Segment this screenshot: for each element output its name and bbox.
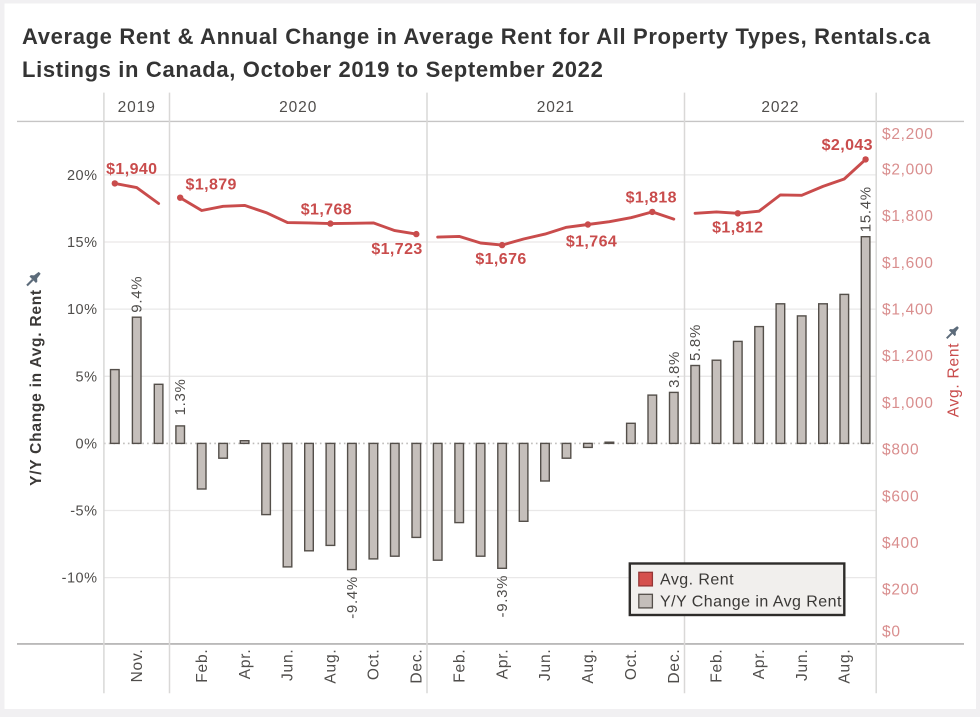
svg-text:Aug.: Aug. <box>323 649 340 684</box>
svg-text:Avg. Rent: Avg. Rent <box>660 571 734 588</box>
svg-text:$1,600: $1,600 <box>882 255 934 272</box>
svg-text:-10%: -10% <box>62 571 98 587</box>
svg-text:$1,800: $1,800 <box>882 208 934 225</box>
svg-text:$1,200: $1,200 <box>882 348 934 365</box>
svg-text:0%: 0% <box>76 436 98 452</box>
svg-text:Feb.: Feb. <box>194 649 211 683</box>
svg-text:Nov.: Nov. <box>129 649 146 683</box>
svg-text:$1,940: $1,940 <box>106 161 157 178</box>
svg-text:Apr.: Apr. <box>237 649 254 680</box>
svg-text:20%: 20% <box>67 168 98 184</box>
svg-text:$1,764: $1,764 <box>566 234 617 251</box>
svg-text:$1,768: $1,768 <box>301 202 352 219</box>
svg-text:15.4%: 15.4% <box>858 186 875 232</box>
svg-text:-5%: -5% <box>70 504 97 520</box>
svg-text:2022: 2022 <box>761 99 799 116</box>
svg-text:Dec.: Dec. <box>409 649 426 684</box>
svg-text:Apr.: Apr. <box>494 649 511 680</box>
svg-text:$2,043: $2,043 <box>822 137 873 154</box>
svg-text:1.3%: 1.3% <box>172 378 189 415</box>
svg-text:Y/Y Change in Avg. Rent: Y/Y Change in Avg. Rent <box>28 289 45 486</box>
svg-text:$400: $400 <box>882 535 919 552</box>
svg-text:$1,723: $1,723 <box>371 241 422 258</box>
svg-text:2021: 2021 <box>537 99 575 116</box>
svg-text:$1,000: $1,000 <box>882 395 934 412</box>
svg-text:Dec.: Dec. <box>666 649 683 684</box>
svg-text:$800: $800 <box>882 442 919 459</box>
svg-text:$1,812: $1,812 <box>712 220 763 237</box>
svg-text:$1,676: $1,676 <box>475 251 526 268</box>
svg-text:10%: 10% <box>67 302 98 318</box>
svg-text:$1,879: $1,879 <box>186 177 237 194</box>
svg-text:$0: $0 <box>882 624 901 641</box>
svg-text:Aug.: Aug. <box>580 649 597 684</box>
svg-text:$200: $200 <box>882 582 919 599</box>
svg-text:5%: 5% <box>76 369 98 385</box>
svg-text:$2,000: $2,000 <box>882 161 934 178</box>
svg-text:2020: 2020 <box>279 99 317 116</box>
svg-text:3.8%: 3.8% <box>666 351 683 388</box>
svg-text:-9.4%: -9.4% <box>344 576 361 619</box>
svg-text:Avg. Rent: Avg. Rent <box>946 343 963 418</box>
svg-text:$1,818: $1,818 <box>626 189 677 206</box>
svg-text:Aug.: Aug. <box>836 649 853 684</box>
svg-text:$1,400: $1,400 <box>882 302 934 319</box>
svg-text:5.8%: 5.8% <box>687 324 704 361</box>
svg-text:15%: 15% <box>67 235 98 251</box>
svg-text:Jun.: Jun. <box>537 649 554 682</box>
svg-text:Oct.: Oct. <box>366 649 383 681</box>
svg-text:-9.3%: -9.3% <box>494 575 511 618</box>
svg-text:Y/Y Change in Avg Rent: Y/Y Change in Avg Rent <box>660 593 842 610</box>
svg-text:$600: $600 <box>882 488 919 505</box>
svg-text:Feb.: Feb. <box>451 649 468 683</box>
svg-text:Feb.: Feb. <box>709 649 726 683</box>
svg-text:$2,200: $2,200 <box>882 126 934 143</box>
svg-text:2019: 2019 <box>118 99 156 116</box>
svg-text:9.4%: 9.4% <box>129 276 146 313</box>
svg-text:Jun.: Jun. <box>280 649 297 682</box>
svg-text:Oct.: Oct. <box>623 649 640 681</box>
svg-text:Apr.: Apr. <box>751 649 768 680</box>
svg-text:Jun.: Jun. <box>794 649 811 682</box>
